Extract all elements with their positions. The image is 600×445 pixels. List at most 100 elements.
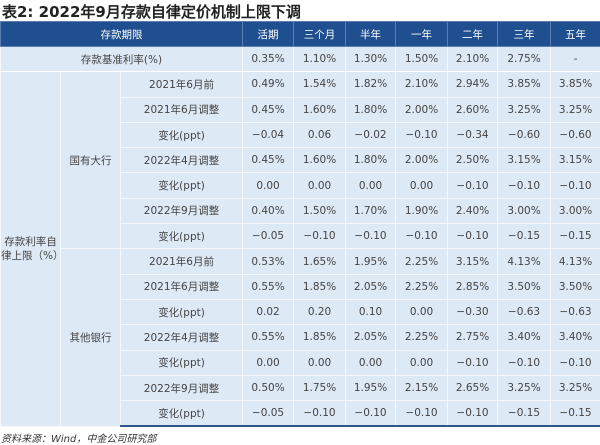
rate-cell: 0.45% — [242, 147, 295, 174]
rate-cell: −0.34 — [447, 121, 499, 149]
row-label: 2022年4月调整 — [119, 147, 244, 174]
rate-cell: 1.70% — [345, 197, 397, 225]
table-row: 存款利率自律上限（%） 国有大行 2021年6月前 0.49% 1.54% 1.82% 2.… — [0, 71, 600, 427]
rate-cell: 2.25% — [395, 248, 449, 275]
table-row: 2022年9月调整 0.50% 1.75% 1.95% 2.15% 2.65% 3.25% 3… — [1, 374, 600, 402]
table-row: 2022年9月调整 0.40% 1.50% 1.70% 1.90% 2.40% 3.00% 3… — [1, 197, 600, 225]
base-rate-cell: 1.30% — [345, 45, 397, 73]
table-row: 变化(ppt) 0.02 0.20 0.10 0.00 −0.30 −0.63 −0.63 — [1, 298, 600, 326]
row-label: 变化(ppt) — [119, 349, 244, 376]
rate-cell: 3.00% — [550, 197, 600, 225]
rate-cell: 0.40% — [242, 197, 295, 225]
row-label: 变化(ppt) — [119, 172, 244, 199]
rate-cell: 2.00% — [395, 96, 449, 123]
rate-cell: −0.63 — [550, 298, 600, 326]
row-label: 变化(ppt) — [119, 121, 244, 149]
rate-cell: −0.15 — [550, 223, 600, 250]
table-row: 变化(ppt) −0.04 0.06 −0.02 −0.10 −0.34 −0.60 −0.6… — [1, 121, 600, 149]
rate-cell: −0.10 — [550, 349, 600, 376]
rate-cell: 0.20 — [293, 298, 347, 326]
rate-cell: 3.15% — [550, 147, 600, 174]
rate-cell: −0.15 — [550, 400, 600, 428]
table-row: 2022年4月调整 0.55% 1.85% 2.05% 2.25% 2.75% 3.40% 3… — [1, 324, 600, 351]
rate-cell: 3.40% — [497, 324, 552, 351]
rate-cell: 0.50% — [242, 374, 295, 402]
rate-cell: 2.65% — [447, 374, 499, 402]
rate-cell: 1.54% — [293, 71, 347, 98]
rate-cell: 1.75% — [293, 374, 347, 402]
rate-cell: −0.10 — [395, 223, 449, 250]
rate-cell: 0.00 — [293, 349, 347, 376]
bank-type-label: 国有大行 — [60, 71, 121, 250]
header-col: 二年 — [447, 21, 499, 47]
table-title: 表2: 2022年9月存款自律定价机制上限下调 — [2, 3, 301, 21]
rate-cell: 1.90% — [395, 197, 449, 225]
rate-cell: 1.80% — [345, 147, 397, 174]
rate-cell: 0.02 — [242, 298, 295, 326]
rate-cell: 1.95% — [345, 248, 397, 275]
rate-cell: −0.60 — [497, 121, 552, 149]
row-label: 2021年6月前 — [119, 248, 244, 275]
base-rate-cell: 0.35% — [242, 45, 295, 73]
rate-cell: 1.82% — [345, 71, 397, 98]
rate-cell: 3.25% — [550, 374, 600, 402]
row-label: 变化(ppt) — [119, 400, 244, 428]
rate-cell: 1.50% — [293, 197, 347, 225]
table-row: 变化(ppt) 0.00 0.00 0.00 0.00 −0.10 −0.10 −0.10 — [1, 172, 600, 199]
rate-cell: 1.85% — [293, 324, 347, 351]
header-col: 活期 — [242, 21, 295, 47]
bank-type-label: 其他银行 — [60, 248, 121, 427]
rate-cell: −0.10 — [345, 400, 397, 428]
rate-cell: 0.55% — [242, 324, 295, 351]
row-label: 变化(ppt) — [119, 223, 244, 250]
rate-cell: 2.15% — [395, 374, 449, 402]
base-rate-row: 存款基准利率(%) 0.35% 1.10% 1.30% 1.50% 2.10% 2.75%… — [0, 45, 600, 73]
rate-cell: 0.00 — [395, 349, 449, 376]
rate-cell: 3.25% — [550, 96, 600, 123]
rate-cell: 3.40% — [550, 324, 600, 351]
rate-cell: 2.50% — [447, 147, 499, 174]
rate-cell: 0.00 — [242, 349, 295, 376]
rate-cell: 0.00 — [395, 172, 449, 199]
header-col: 半年 — [345, 21, 397, 47]
row-label: 2022年9月调整 — [119, 374, 244, 402]
rate-cell: 2.00% — [395, 147, 449, 174]
base-rate-cell: 1.50% — [395, 45, 449, 73]
base-rate-label: 存款基准利率(%) — [0, 45, 244, 73]
table-row: 2021年6月调整 0.45% 1.60% 1.80% 2.00% 2.60% 3.25% 3… — [1, 96, 600, 123]
rate-cell: 3.85% — [550, 71, 600, 98]
row-label: 变化(ppt) — [119, 298, 244, 326]
rate-cell: 0.10 — [345, 298, 397, 326]
rate-cell: 3.25% — [497, 374, 552, 402]
rate-cell: 0.45% — [242, 96, 295, 123]
base-rate-cell: 1.10% — [293, 45, 347, 73]
rate-cell: −0.05 — [242, 223, 295, 250]
rate-cell: 2.94% — [447, 71, 499, 98]
table-row: 变化(ppt) 0.00 0.00 0.00 0.00 −0.10 −0.10 −0.10 — [1, 349, 600, 376]
row-label: 2022年4月调整 — [119, 324, 244, 351]
rate-cell: 4.13% — [497, 248, 552, 275]
base-rate-cell: 2.10% — [447, 45, 499, 73]
rate-cell: 1.95% — [345, 374, 397, 402]
rate-cell: −0.15 — [497, 400, 552, 428]
rate-cell: −0.10 — [497, 172, 552, 199]
rate-cell: −0.15 — [497, 223, 552, 250]
rate-cell: 0.00 — [345, 172, 397, 199]
rate-cell: 2.60% — [447, 96, 499, 123]
rate-cell: −0.04 — [242, 121, 295, 149]
table-row: 2022年4月调整 0.45% 1.60% 1.80% 2.00% 2.50% 3.15% 3… — [1, 147, 600, 174]
rate-cell: 0.00 — [395, 298, 449, 326]
rate-cell: 1.65% — [293, 248, 347, 275]
rate-cell: 3.50% — [550, 273, 600, 300]
rate-cell: 2.05% — [345, 324, 397, 351]
header-col: 三年 — [497, 21, 552, 47]
rate-cell: 0.06 — [293, 121, 347, 149]
rate-cell: 3.50% — [497, 273, 552, 300]
rate-cell: 0.00 — [242, 172, 295, 199]
rate-cell: 0.53% — [242, 248, 295, 275]
rate-cell: 2.85% — [447, 273, 499, 300]
rate-cell: −0.30 — [447, 298, 499, 326]
rate-cell: 0.55% — [242, 273, 295, 300]
rate-cell: 3.85% — [497, 71, 552, 98]
rate-cell: −0.63 — [497, 298, 552, 326]
